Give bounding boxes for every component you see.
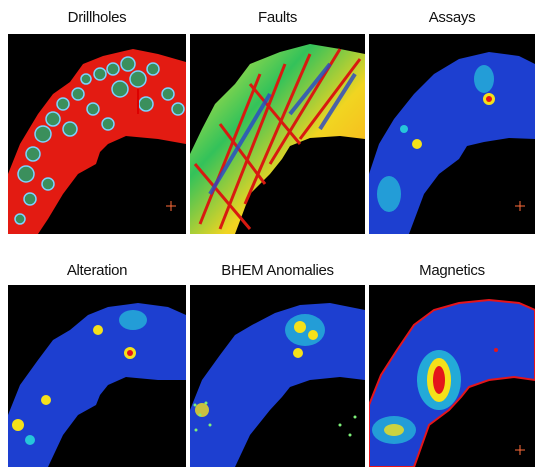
- bhem-anomalies-panel: [190, 285, 365, 467]
- faults-panel: [190, 34, 365, 234]
- bhem-anomalies-map: [190, 303, 365, 467]
- compass-icon: [515, 201, 525, 211]
- compass-icon: [515, 445, 525, 455]
- panel-title-magnetics: Magnetics: [419, 262, 485, 279]
- compass-icon: [166, 201, 176, 211]
- drillholes-map: [8, 49, 186, 234]
- assays-panel: [369, 34, 535, 234]
- panel-title-alteration: Alteration: [66, 262, 128, 279]
- drillholes-panel: [8, 34, 186, 234]
- assays-map: [369, 52, 535, 234]
- magnetics-map: [369, 298, 535, 467]
- panel-title-drillholes: Drillholes: [67, 9, 127, 26]
- panel-title-faults: Faults: [257, 9, 298, 26]
- panel-title-bhem-anomalies: BHEM Anomalies: [221, 262, 334, 279]
- alteration-map: [8, 303, 186, 467]
- faults-map: [190, 44, 365, 234]
- panel-title-assays: Assays: [428, 9, 476, 26]
- magnetics-panel: [369, 285, 535, 467]
- alteration-panel: [8, 285, 186, 467]
